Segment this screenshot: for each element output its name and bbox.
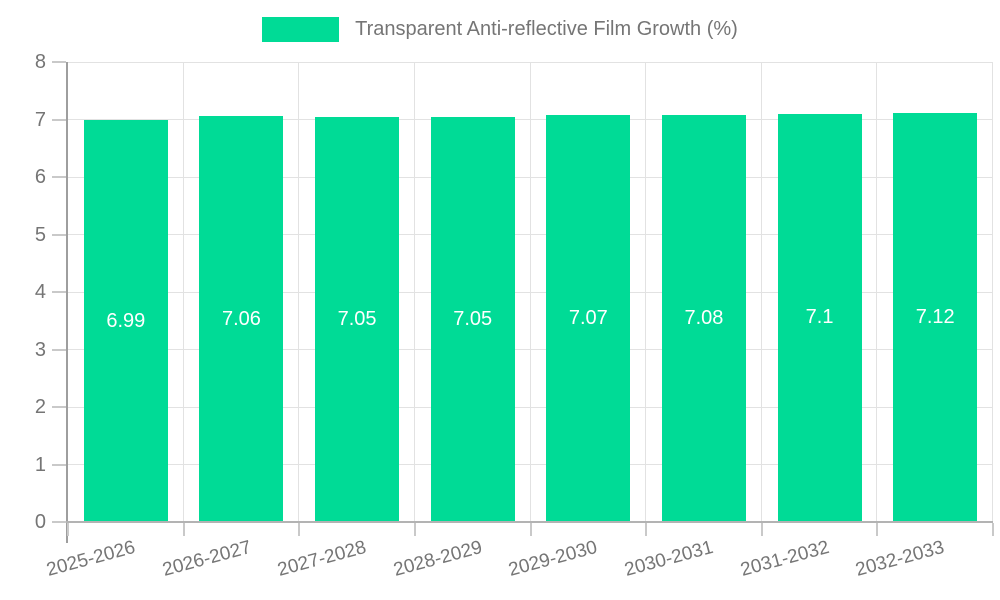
plot-area: 6.99 7.06 7.05 7.05 7.07 7.08 7.1 7.12 [68,61,993,522]
gridline-vertical [760,62,762,522]
y-tick [52,521,66,523]
bar-value-label: 7.05 [453,307,493,330]
x-tick [760,523,763,536]
x-tick [645,523,648,536]
bar[interactable]: 6.99 [83,120,168,522]
bar-value-label: 6.99 [106,309,146,332]
x-tick-label: 2031-2032 [738,536,832,581]
y-axis-line [66,62,68,543]
x-tick-label: 2028-2029 [391,536,485,581]
bar-value-label: 7.06 [221,307,261,330]
y-tick-label: 7 [34,108,46,131]
x-tick-label: 2030-2031 [622,536,716,581]
y-tick [52,61,66,63]
x-tick [876,523,879,536]
x-tick-label: 2025-2026 [44,536,138,581]
bar[interactable]: 7.08 [661,114,746,522]
y-tick [52,406,66,408]
bar[interactable]: 7.12 [893,112,978,522]
legend[interactable]: Transparent Anti-reflective Film Growth … [0,17,1000,42]
gridline-horizontal [68,176,993,178]
y-tick [52,348,66,351]
y-tick-label: 5 [34,223,46,246]
gridline-vertical [298,62,300,522]
y-tick [52,463,66,466]
bar[interactable]: 7.06 [199,116,284,522]
bar-value-label: 7.05 [337,307,377,330]
y-tick-label: 4 [34,281,46,303]
bar-value-label: 7.07 [568,307,608,330]
bar-value-label: 7.12 [915,305,955,328]
bar-value-label: 7.08 [684,306,724,329]
legend-label: Transparent Anti-reflective Film Growth … [355,18,738,40]
x-tick-label: 2032-2033 [853,536,947,581]
x-tick [182,523,185,536]
x-tick-label: 2029-2030 [506,536,601,581]
x-tick [529,523,532,536]
legend-swatch [262,17,340,42]
x-tick [298,523,301,536]
gridline-horizontal [68,291,993,293]
x-axis-line [66,521,993,523]
gridline-horizontal [68,61,993,63]
gridline-horizontal [68,119,993,120]
bar-value-label: 7.1 [805,306,834,329]
y-tick [52,291,66,293]
x-tick-label: 2027-2028 [275,536,369,581]
x-tick [67,523,69,536]
y-tick [52,176,66,178]
bar[interactable]: 7.1 [777,113,862,522]
gridline-horizontal [68,464,993,465]
y-tick [52,233,66,236]
gridline-vertical [645,62,647,522]
gridline-horizontal [68,349,993,350]
gridline-vertical [182,62,184,522]
gridline-vertical [876,62,878,522]
bar[interactable]: 7.07 [546,115,631,522]
y-tick-label: 0 [34,511,46,533]
y-tick-label: 6 [34,166,46,188]
y-tick-label: 2 [34,396,46,418]
gridline-horizontal [68,234,993,235]
gridline-horizontal [68,406,993,408]
x-tick [413,523,416,536]
y-tick-label: 8 [34,51,46,73]
gridline-vertical [413,62,415,522]
x-tick [992,523,994,536]
bar[interactable]: 7.05 [430,116,515,522]
y-tick [52,118,66,121]
gridline-vertical [529,62,531,522]
y-tick-label: 1 [34,453,46,476]
bar[interactable]: 7.05 [315,116,400,522]
x-tick-label: 2026-2027 [159,536,254,581]
y-tick-label: 3 [34,338,46,361]
gridline-vertical [992,62,993,522]
